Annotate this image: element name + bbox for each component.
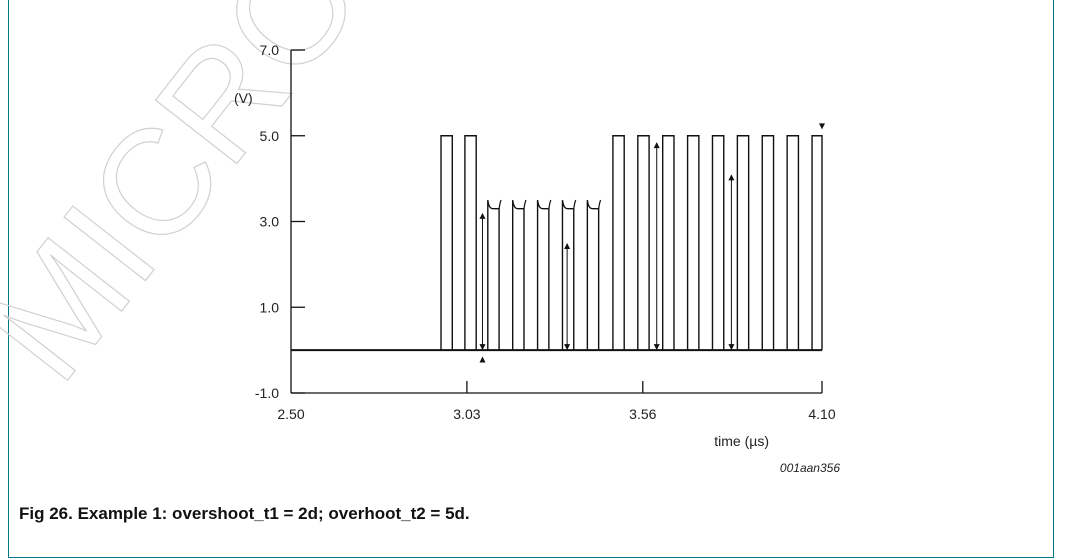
marker-arrow-top-0 [479,212,486,219]
x-tick-label-2: 3.56 [629,406,656,422]
pulse-overshoot-0 [487,199,500,351]
pulse-full-0 [440,135,453,351]
x-axis-label: time (µs) [714,433,769,449]
marker-arrow-bottom-1 [564,344,571,351]
y-tick-label-4: 7.0 [260,42,280,58]
figure-id: 001aan356 [780,461,840,475]
pulse-full-7 [736,135,750,351]
pulse-full-8 [761,135,775,351]
overshoot-hook-4 [598,199,602,209]
marker-arrow-top-3 [728,174,735,181]
pulse-full-3 [637,135,650,351]
x-tick-label-0: 2.50 [277,406,304,422]
pulse-full-2 [612,135,625,351]
y-tick-label-2: 3.0 [260,214,280,230]
pulse-full-9 [786,135,800,351]
overshoot-hook-2 [548,199,552,209]
marker-arrow-bottom-0 [479,344,486,351]
pulse-full-4 [662,135,675,351]
overshoot-hook-3 [573,199,577,209]
waveform-chart: -1.0 1.0 3.0 5.0 7.0 2.50 3.03 3.56 4.10 (V) tim… [234,42,840,475]
overshoot-hook-1 [523,199,527,209]
pulse-overshoot-1 [511,199,525,351]
marker-arrow-top-1 [564,242,571,249]
marker-arrow-bottom-2 [653,344,660,351]
pulse-overshoot-3 [561,199,575,351]
pulse-full-1 [464,135,477,351]
x-tick-label-3: 4.10 [808,406,835,422]
x-tick-label-1: 3.03 [453,406,480,422]
y-tick-label-3: 5.0 [260,128,280,144]
marker-arrow-bottom-3 [728,344,735,351]
y-axis-label: (V) [234,90,253,106]
y-tick-label-1: 1.0 [260,299,280,315]
ticks: -1.0 1.0 3.0 5.0 7.0 2.50 3.03 3.56 4.10 [255,42,836,422]
marker-arrow-top-2 [653,142,660,149]
overshoot-hook-0 [498,199,502,209]
y-tick-label-0: -1.0 [255,385,279,401]
pulse-full-6 [711,135,725,351]
pulse-overshoot-2 [536,199,550,351]
figure-caption: Fig 26. Example 1: overshoot_t1 = 2d; ov… [19,504,470,523]
pulse-full-10 [811,135,823,351]
signal-series [291,135,823,352]
pulse-overshoot-4 [586,199,600,351]
axes [290,50,822,394]
annotation-markers [479,123,825,363]
pulse-full-5 [686,135,700,351]
point-marker-0 [479,356,486,363]
point-marker-1 [819,123,825,130]
